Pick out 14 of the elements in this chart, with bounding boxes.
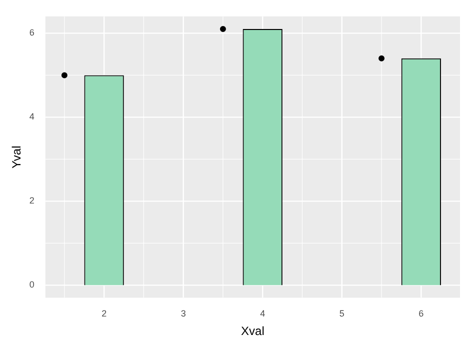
point <box>378 55 385 62</box>
y-tick-label: 4 <box>29 112 34 122</box>
x-tick-label: 5 <box>339 308 344 319</box>
y-tick-label: 2 <box>29 196 34 206</box>
y-tick-label: 6 <box>29 28 34 38</box>
y-tick-label: 0 <box>29 280 34 290</box>
x-tick-label: 6 <box>418 308 424 319</box>
point <box>220 26 226 32</box>
x-tick-label: 3 <box>180 308 186 319</box>
point <box>61 72 68 78</box>
x-tick-label: 2 <box>102 308 107 319</box>
y-axis-title: Yval <box>10 146 24 168</box>
x-axis-title: Xval <box>241 324 264 338</box>
x-tick-label: 4 <box>260 308 266 319</box>
